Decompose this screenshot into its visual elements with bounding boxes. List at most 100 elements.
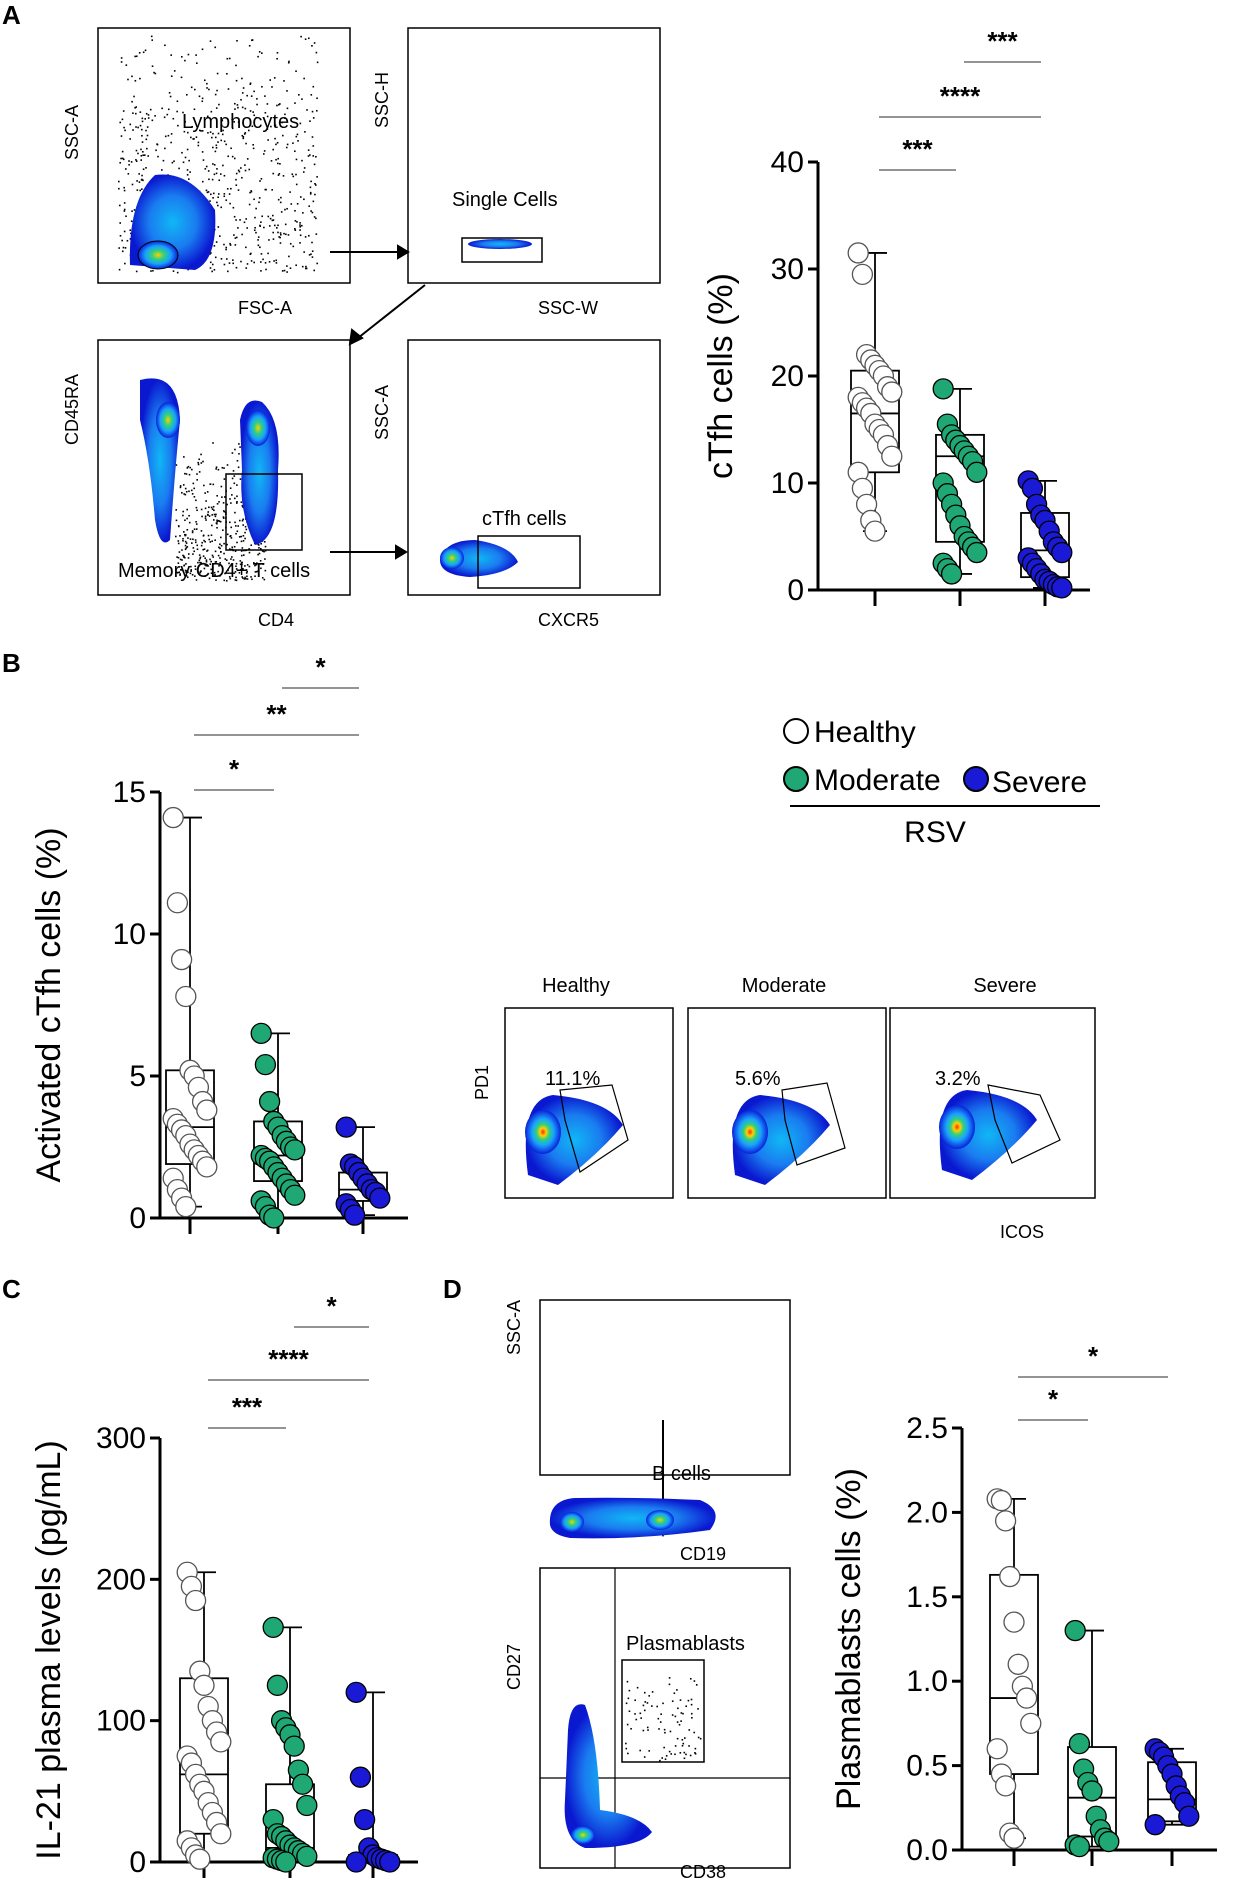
event-dot [195, 136, 198, 138]
y-tick-label: 0.0 [906, 1834, 948, 1867]
data-point-healthy [196, 1156, 218, 1178]
y-tick-label: 1.0 [906, 1665, 948, 1698]
event-dot [214, 150, 217, 153]
event-dot [236, 484, 238, 486]
event-dot [195, 523, 198, 525]
event-dot [145, 138, 148, 141]
event-dot [140, 128, 143, 131]
event-dot [177, 542, 180, 545]
event-dot [141, 134, 143, 137]
event-dot [229, 244, 232, 246]
event-dot [170, 75, 173, 77]
event-dot [219, 173, 222, 175]
data-point-severe [345, 1681, 367, 1704]
event-dot [178, 571, 181, 573]
event-dot [246, 263, 249, 265]
event-dot [203, 539, 205, 542]
legend-marker-healthy [783, 718, 809, 744]
event-dot [304, 236, 307, 238]
event-dot [636, 1686, 639, 1689]
event-dot [245, 267, 248, 269]
event-dot [186, 528, 189, 531]
event-dot [183, 556, 185, 559]
data-point-healthy [175, 1195, 197, 1218]
event-dot [129, 229, 132, 232]
event-dot [182, 539, 184, 542]
event-dot [268, 260, 271, 263]
event-dot [688, 1729, 691, 1731]
event-dot [222, 510, 225, 512]
event-dot [225, 258, 228, 260]
event-dot [257, 570, 259, 572]
event-dot [184, 548, 187, 551]
event-dot [625, 1702, 628, 1705]
event-dot [210, 572, 213, 574]
y-tick-label: 1.5 [906, 1581, 948, 1614]
data-point-moderate [966, 461, 988, 483]
event-dot [203, 484, 205, 487]
event-dot [248, 551, 251, 554]
event-dot [130, 161, 133, 163]
event-dot [274, 137, 276, 140]
event-dot [236, 541, 238, 544]
data-point-moderate [1068, 1733, 1091, 1755]
event-dot [235, 568, 238, 570]
event-dot [188, 178, 190, 180]
event-dot [240, 167, 242, 169]
event-dot [690, 1698, 693, 1701]
event-dot [188, 490, 190, 493]
event-dot [201, 541, 204, 544]
event-dot [179, 485, 182, 487]
event-dot [259, 246, 261, 249]
event-dot [182, 111, 184, 114]
event-dot [218, 501, 220, 503]
event-dot [312, 117, 315, 119]
event-dot [229, 577, 232, 580]
event-dot [661, 1757, 664, 1759]
event-dot [254, 575, 256, 578]
event-dot [231, 452, 234, 454]
event-dot [191, 468, 193, 471]
event-dot [195, 521, 197, 523]
event-dot [218, 565, 220, 567]
event-dot [259, 563, 262, 565]
event-dot [204, 515, 207, 518]
event-dot [209, 200, 211, 202]
event-dot [242, 568, 244, 570]
event-dot [244, 565, 246, 567]
event-dot [209, 131, 212, 133]
event-dot [294, 102, 296, 104]
event-dot [265, 188, 267, 191]
event-dot [192, 553, 194, 555]
event-dot [237, 227, 239, 229]
event-dot [194, 539, 197, 541]
legend-marker-moderate [783, 766, 809, 792]
event-dot [646, 1726, 649, 1729]
event-dot [255, 116, 258, 119]
event-dot [215, 241, 218, 243]
event-dot [253, 198, 255, 201]
event-dot [190, 86, 193, 89]
event-dot [225, 143, 227, 146]
event-dot [261, 215, 263, 218]
event-dot [279, 236, 281, 239]
event-dot [204, 557, 207, 559]
event-dot [123, 186, 125, 189]
event-dot [230, 558, 232, 560]
event-dot [213, 513, 216, 516]
event-dot [152, 269, 154, 272]
event-dot [245, 142, 247, 145]
event-dot [199, 561, 201, 564]
event-dot [219, 520, 222, 523]
event-dot [659, 1721, 662, 1723]
event-dot [241, 505, 244, 507]
legend-marker-severe [963, 766, 989, 792]
event-dot [248, 203, 251, 206]
event-dot [121, 239, 123, 242]
event-dot [237, 169, 240, 172]
event-dot [290, 203, 293, 205]
legend-group-rsv: RSV [904, 816, 966, 849]
event-dot [228, 562, 230, 565]
event-dot [144, 118, 147, 120]
